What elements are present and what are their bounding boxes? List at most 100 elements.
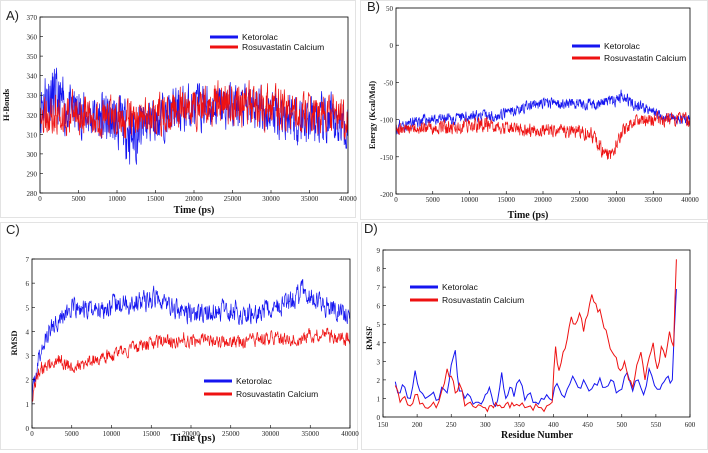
x-tick-label: 150 xyxy=(378,421,389,429)
series-line-ketorolac xyxy=(394,288,677,408)
y-tick-label: 5 xyxy=(377,321,381,329)
panel-label: B) xyxy=(367,0,380,14)
y-tick-label: -50 xyxy=(384,79,394,87)
x-tick-label: 550 xyxy=(651,421,662,429)
legend-entry: Rosuvastatin Calcium xyxy=(242,42,324,52)
x-tick-label: 20000 xyxy=(534,196,552,204)
x-tick-label: 40000 xyxy=(681,196,699,204)
x-tick-label: 5000 xyxy=(72,195,87,203)
y-tick-label: 8 xyxy=(377,266,381,274)
panel-label: C) xyxy=(6,222,20,237)
x-axis-label: Time (ps) xyxy=(508,210,549,221)
y-tick-label: 330 xyxy=(27,92,38,100)
x-tick-label: 30000 xyxy=(262,430,280,438)
x-tick-label: 15000 xyxy=(147,195,165,203)
x-tick-label: 500 xyxy=(617,421,628,429)
legend-entry: Rosuvastatin Calcium xyxy=(442,295,524,305)
x-tick-label: 35000 xyxy=(301,195,319,203)
x-tick-label: 5000 xyxy=(65,430,80,438)
y-tick-label: 7 xyxy=(26,256,30,264)
y-tick-label: 6 xyxy=(26,280,30,288)
series-line-rosuvastatin-calcium xyxy=(40,80,348,140)
x-axis-label: Residue Number xyxy=(501,430,574,441)
y-axis-label: RMSD xyxy=(9,330,19,355)
x-tick-label: 20000 xyxy=(182,430,200,438)
y-tick-label: 0 xyxy=(377,414,381,422)
y-tick-label: 0 xyxy=(26,425,30,433)
y-tick-label: 0 xyxy=(390,42,394,50)
y-tick-label: 340 xyxy=(27,73,38,81)
panel-a-hbonds: 0 5000 10000 15000 20000 25000 30000 35000 40000… xyxy=(0,0,357,218)
series-line-rosuvastatin-calcium xyxy=(394,259,677,413)
x-tick-label: 40000 xyxy=(341,430,359,438)
x-tick-label: 600 xyxy=(685,421,696,429)
x-tick-label: 25000 xyxy=(224,195,242,203)
y-tick-label: 3 xyxy=(26,353,30,361)
legend-entry: Rosuvastatin Calcium xyxy=(604,53,686,63)
x-tick-label: 200 xyxy=(412,421,423,429)
x-tick-label: 5000 xyxy=(426,196,441,204)
x-tick-label: 20000 xyxy=(185,195,203,203)
y-tick-label: 6 xyxy=(377,303,381,311)
y-tick-label: 2 xyxy=(26,377,30,385)
y-tick-label: 50 xyxy=(386,5,394,13)
y-tick-label: 1 xyxy=(26,401,30,409)
x-tick-label: 25000 xyxy=(222,430,240,438)
y-tick-label: 300 xyxy=(27,151,38,159)
x-tick-label: 40000 xyxy=(339,195,357,203)
panel-border xyxy=(360,0,708,220)
panel-border xyxy=(0,0,356,218)
y-tick-label: 9 xyxy=(377,247,381,255)
y-tick-label: 360 xyxy=(27,34,38,42)
x-tick-label: 400 xyxy=(548,421,559,429)
y-tick-label: 370 xyxy=(27,14,38,22)
panel-d-rmsf: 150 200 250 300 350 400 450 500 550 600 0 1 2 3 4 5 6 7 8 9… xyxy=(361,221,708,450)
y-tick-label: 4 xyxy=(377,340,381,348)
y-tick-label: 310 xyxy=(27,131,38,139)
x-tick-label: 0 xyxy=(394,196,398,204)
series-line-ketorolac xyxy=(396,89,690,135)
x-tick-label: 35000 xyxy=(302,430,320,438)
panel-label: D) xyxy=(364,221,378,236)
panel-c-rmsd: 0 5000 10000 15000 20000 25000 30000 35000 40000… xyxy=(0,222,359,450)
y-tick-label: 7 xyxy=(377,284,381,292)
x-axis-label: Time (ps) xyxy=(174,205,215,216)
series-line-rosuvastatin-calcium xyxy=(32,327,350,403)
legend-entry: Ketorolac xyxy=(604,41,641,51)
legend-entry: Ketorolac xyxy=(442,282,479,292)
x-tick-label: 25000 xyxy=(571,196,589,204)
panel-label: A) xyxy=(6,8,19,23)
panel-border xyxy=(0,222,358,450)
y-tick-label: 5 xyxy=(26,304,30,312)
x-tick-label: 30000 xyxy=(262,195,280,203)
x-tick-label: 10000 xyxy=(461,196,479,204)
x-tick-label: 10000 xyxy=(103,430,121,438)
x-tick-label: 35000 xyxy=(645,196,663,204)
x-tick-label: 15000 xyxy=(143,430,161,438)
x-tick-label: 10000 xyxy=(108,195,126,203)
x-tick-label: 0 xyxy=(38,195,42,203)
x-tick-label: 350 xyxy=(514,421,525,429)
y-axis-label: RMSF xyxy=(364,326,374,350)
y-tick-label: 2 xyxy=(377,377,381,385)
series-line-rosuvastatin-calcium xyxy=(396,110,690,160)
x-tick-label: 15000 xyxy=(498,196,516,204)
plot-frame xyxy=(31,258,351,429)
panel-b-energy: 0 5000 10000 15000 20000 25000 30000 35000 40000… xyxy=(360,0,708,221)
legend-entry: Ketorolac xyxy=(242,32,279,42)
x-tick-label: 250 xyxy=(446,421,457,429)
y-axis-label: Energy (Kcal/Mol) xyxy=(367,81,377,149)
series-line-ketorolac xyxy=(32,278,350,406)
legend-entry: Ketorolac xyxy=(236,376,273,386)
y-axis-label: H-Bonds xyxy=(1,88,11,121)
y-tick-label: 320 xyxy=(27,112,38,120)
y-tick-label: -100 xyxy=(380,117,393,125)
y-tick-label: 4 xyxy=(26,328,30,336)
legend-entry: Rosuvastatin Calcium xyxy=(236,389,318,399)
y-tick-label: -150 xyxy=(380,154,393,162)
y-tick-label: 350 xyxy=(27,53,38,61)
x-tick-label: 450 xyxy=(582,421,593,429)
x-tick-label: 0 xyxy=(30,430,34,438)
x-axis-label: Time (ps) xyxy=(171,432,216,444)
plot-frame xyxy=(382,249,691,418)
